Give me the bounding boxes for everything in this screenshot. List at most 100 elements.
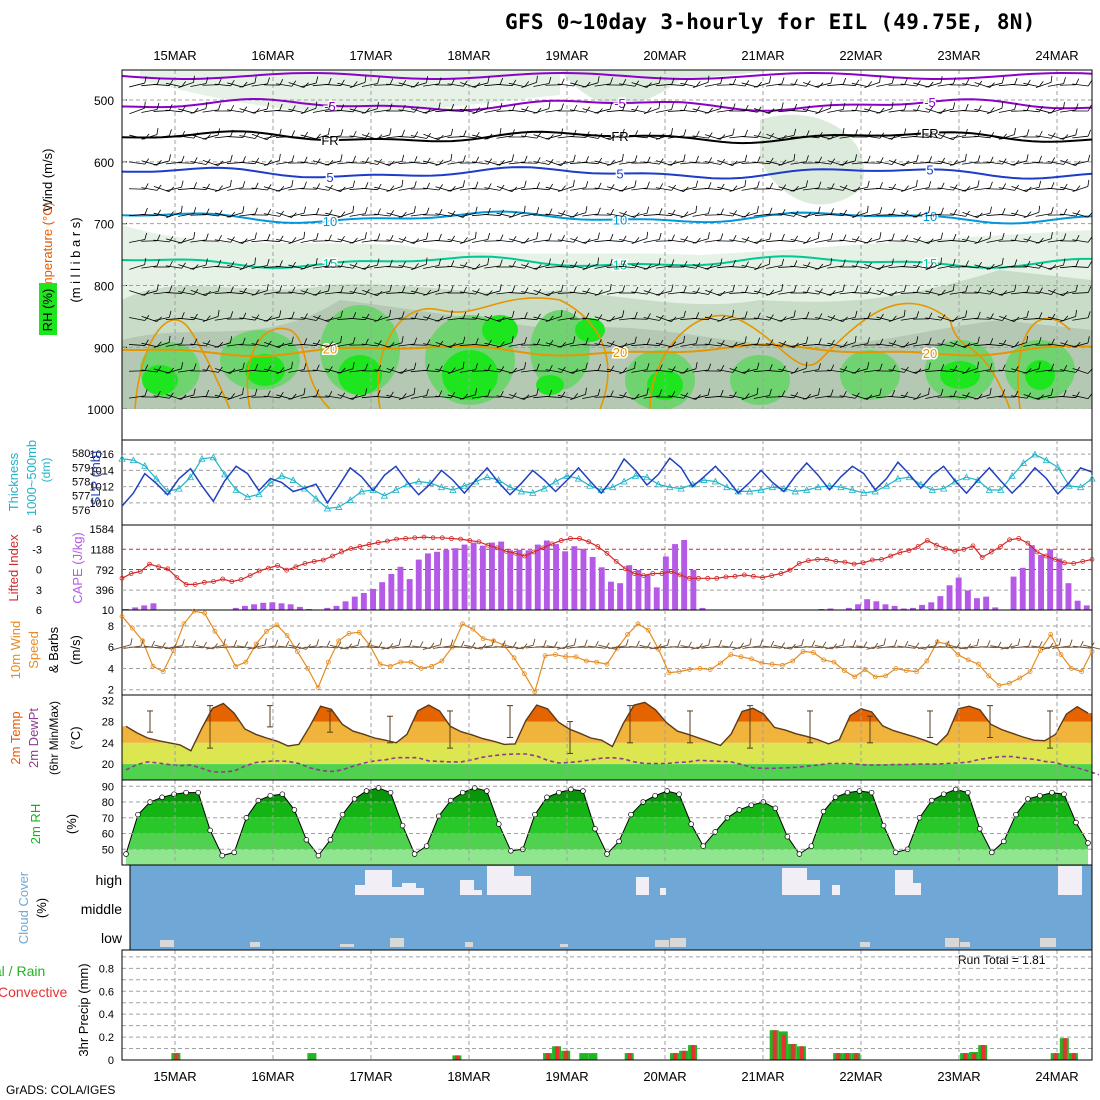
wind-barb-flag — [1087, 311, 1091, 318]
wind-barb-shaft — [655, 134, 672, 140]
wind-barb-flag — [426, 232, 429, 240]
wind-barb-shaft — [790, 186, 807, 192]
wind-barb — [1047, 208, 1068, 216]
rh-marker — [580, 788, 586, 794]
wind-barb-flag — [328, 366, 333, 373]
wind-barb-shaft — [1011, 368, 1027, 374]
wind-barb-flag — [1050, 232, 1053, 239]
svg-text:& Barbs: & Barbs — [46, 626, 61, 673]
wind-barb-flag — [279, 210, 284, 217]
wind-barb-shaft — [398, 109, 415, 113]
wind-barb-shaft — [925, 135, 942, 139]
wind-barb-flag — [156, 284, 159, 292]
wind-barb — [851, 81, 873, 88]
wind-barb-flag — [989, 363, 993, 370]
wind-barb-flag — [989, 156, 994, 164]
wind-barb-flag — [867, 130, 872, 138]
wind-barb-flag — [903, 309, 906, 317]
wind-barb-shaft — [410, 161, 427, 165]
wind-barb-flag — [989, 107, 995, 113]
wind-barb-shaft — [337, 368, 354, 374]
wind-barb-shaft — [655, 342, 672, 348]
precip-tick-label: 0.2 — [99, 1032, 114, 1044]
rh-marker — [351, 796, 358, 802]
wind-barb-flag — [413, 181, 417, 188]
cape-bar — [608, 581, 614, 610]
wind-barb — [888, 309, 906, 322]
wind-barb-flag — [1038, 362, 1041, 369]
wind-barb-flag — [303, 82, 309, 88]
cape-bar — [690, 569, 697, 610]
wind-barb-flag — [781, 184, 787, 191]
surface-wind-barb — [711, 641, 734, 648]
wind-speed-marker — [233, 663, 238, 669]
wind-barb-flag — [377, 183, 382, 190]
wind-barb-flag — [254, 108, 260, 114]
thickness-marker — [871, 487, 879, 495]
rh-marker — [628, 811, 634, 818]
wind-barb — [643, 339, 664, 347]
wind-barb — [606, 260, 626, 268]
wind-barb-shaft — [447, 83, 464, 87]
wind-barb-shaft — [962, 83, 978, 87]
high-cloud-block — [416, 888, 424, 895]
wind-barb-flag — [413, 238, 420, 244]
wind-barb — [545, 78, 565, 86]
wind-barb — [582, 76, 600, 88]
wind-barb-shaft — [937, 290, 954, 296]
wind-barb — [496, 235, 517, 243]
wind-barb-shaft — [815, 161, 831, 165]
wind-barb-shaft — [165, 265, 182, 269]
wind-barb — [765, 390, 786, 398]
surface-wind-barb-flag — [759, 639, 763, 647]
wind-barb — [655, 234, 675, 242]
wind-barb-shaft — [900, 317, 917, 321]
wind-barb-flag — [1002, 339, 1007, 346]
wind-barb-shaft — [1047, 239, 1064, 243]
wind-barb-shaft — [459, 187, 476, 191]
wind-barb — [998, 259, 1018, 269]
wind-barb-flag — [830, 257, 833, 265]
wind-barb-shaft — [251, 160, 268, 166]
wind-barb-shaft — [778, 213, 795, 217]
wind-barb-flag — [1026, 392, 1032, 399]
wind-speed-marker — [470, 626, 476, 632]
wind-barb-shaft — [802, 291, 819, 295]
wind-barb-flag — [683, 104, 688, 111]
cape-bar — [479, 545, 486, 610]
wind-barb-shaft — [264, 160, 280, 166]
cape-bar — [452, 548, 459, 610]
wind-barb-shaft — [900, 394, 917, 400]
wind-barb-flag — [524, 337, 527, 344]
wind-speed-marker — [914, 669, 919, 674]
wind-barb-shaft — [153, 395, 170, 399]
wind-barb-flag — [315, 232, 319, 240]
wind-barb — [619, 237, 640, 244]
wind-barb-flag — [561, 78, 565, 85]
wind-barb-shaft — [1023, 82, 1040, 88]
pressure-axis-label: (m i l l i b a r s) — [68, 217, 83, 302]
wind-barb-shaft — [802, 264, 819, 270]
lifted-index-marker — [586, 539, 592, 545]
wind-barb-shaft — [839, 368, 856, 374]
wind-barb — [288, 387, 306, 400]
wind-barb-shaft — [496, 110, 513, 112]
wind-barb-shaft — [1059, 84, 1077, 86]
cape-tick-label: 10 — [102, 605, 114, 617]
surface-wind-barb — [1041, 638, 1062, 650]
wind-barb-shaft — [1072, 239, 1089, 243]
wind-barb-flag — [340, 285, 344, 293]
wind-barb-flag — [352, 312, 357, 319]
wind-barb-shaft — [814, 343, 832, 347]
wind-barb-flag — [426, 108, 432, 114]
wind-barb-shaft — [974, 291, 991, 295]
wind-barb-flag — [475, 181, 479, 189]
wind-barb — [1047, 183, 1068, 191]
wind-barb-flag — [671, 234, 675, 241]
wind-barb-shaft — [178, 238, 194, 244]
surface-wind-barb — [577, 640, 599, 648]
surface-wind-barb-flag — [976, 638, 980, 646]
lifted-index-marker — [128, 571, 134, 576]
wind-barb-shaft — [716, 84, 734, 86]
wind-barb-flag — [683, 236, 688, 243]
